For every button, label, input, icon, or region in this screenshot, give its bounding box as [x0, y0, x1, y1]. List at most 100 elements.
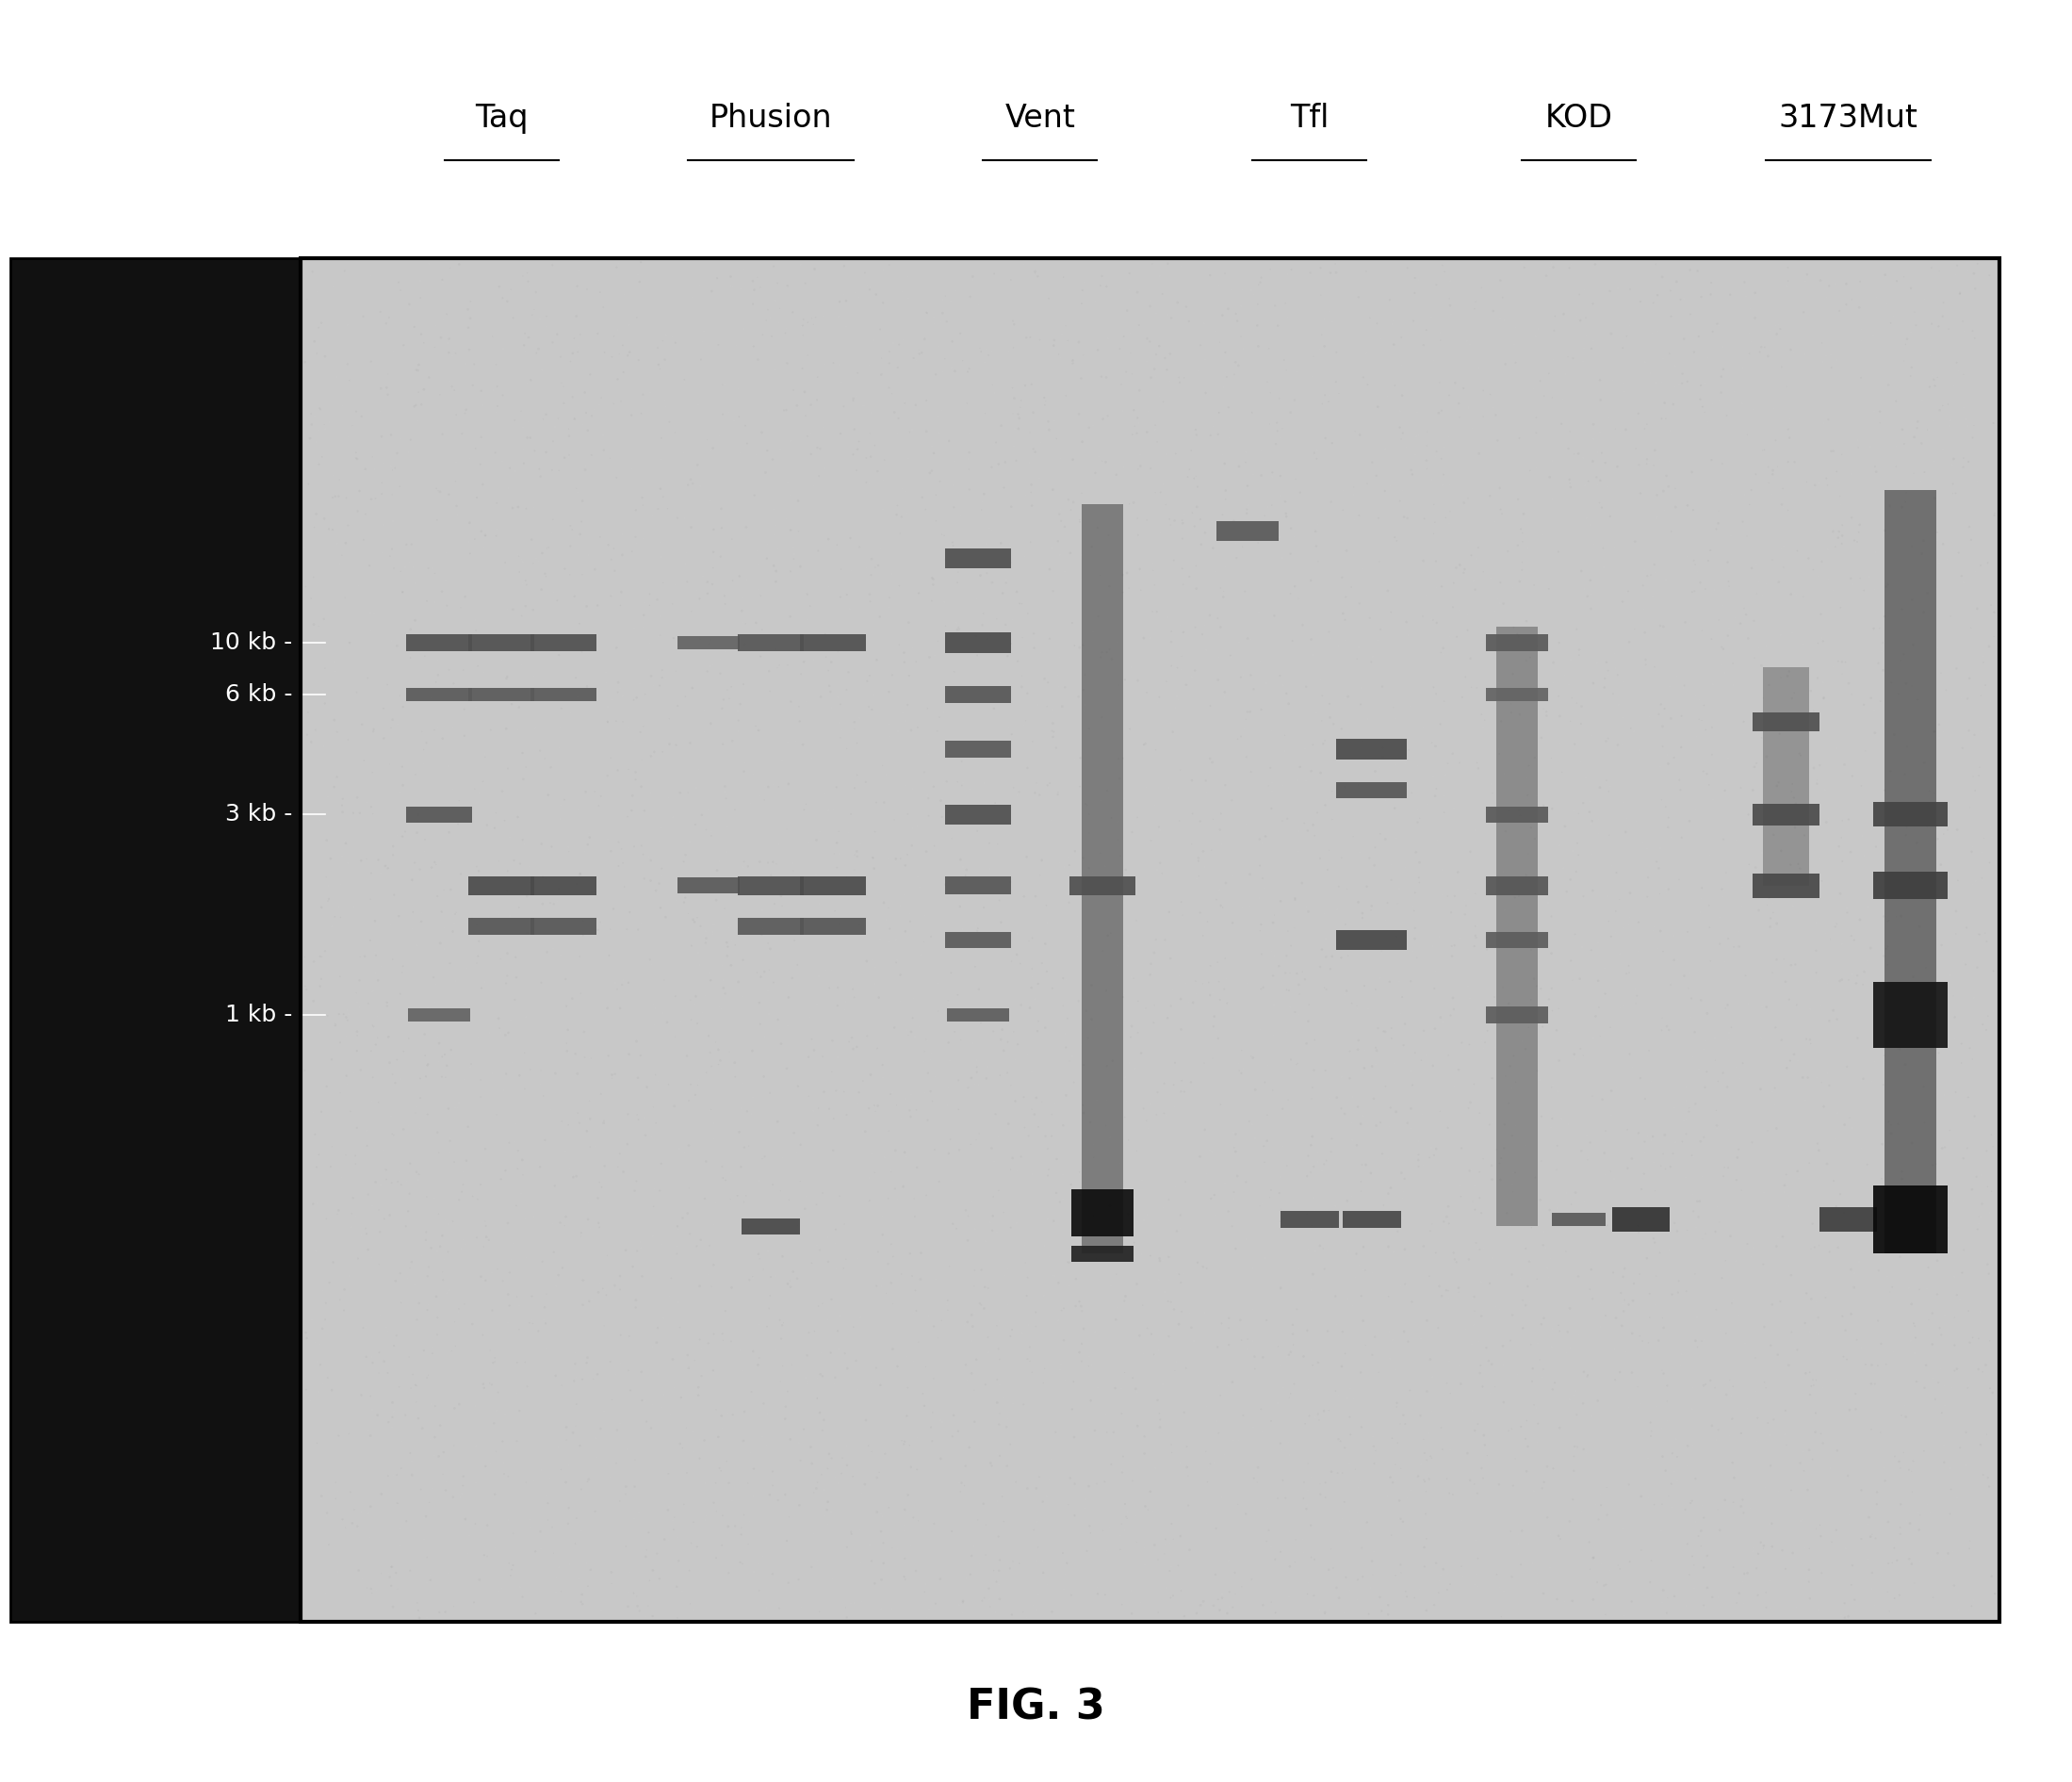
- Point: [837, 1463, 870, 1492]
- Point: [1359, 1112, 1392, 1140]
- Point: [771, 1055, 804, 1083]
- Point: [1140, 1340, 1173, 1369]
- Point: [1828, 380, 1861, 408]
- Point: [990, 565, 1024, 593]
- Point: [1492, 346, 1525, 374]
- Point: [1295, 757, 1328, 786]
- Point: [303, 451, 336, 479]
- Point: [1850, 1149, 1883, 1178]
- Point: [955, 262, 988, 290]
- Point: [518, 513, 551, 542]
- Point: [787, 1194, 821, 1222]
- Point: [1237, 1171, 1270, 1199]
- Point: [1301, 1401, 1334, 1429]
- Point: [564, 474, 597, 503]
- Point: [760, 654, 794, 683]
- Point: [1952, 1534, 1985, 1563]
- Point: [412, 1253, 445, 1281]
- Point: [1090, 868, 1123, 896]
- Point: [1301, 1139, 1334, 1167]
- Point: [1237, 460, 1270, 488]
- Point: [1254, 410, 1287, 438]
- Point: [1442, 388, 1475, 417]
- Point: [603, 994, 636, 1023]
- Point: [1861, 1055, 1894, 1083]
- Point: [1461, 748, 1494, 777]
- Point: [823, 1335, 856, 1363]
- Point: [1728, 1329, 1761, 1358]
- Point: [506, 413, 539, 442]
- Point: [1970, 1420, 2004, 1449]
- Point: [1388, 1577, 1421, 1606]
- Point: [646, 656, 680, 684]
- Point: [1131, 419, 1164, 447]
- Point: [1347, 554, 1380, 583]
- Point: [1365, 937, 1399, 966]
- Point: [887, 638, 920, 666]
- Point: [508, 449, 541, 478]
- Point: [1906, 396, 1939, 424]
- Point: [787, 1415, 821, 1443]
- Point: [1109, 1358, 1142, 1386]
- Point: [1243, 647, 1276, 675]
- Point: [1854, 934, 1888, 962]
- Point: [1073, 1007, 1106, 1035]
- Point: [961, 642, 995, 670]
- Point: [516, 683, 549, 711]
- Point: [1202, 643, 1235, 672]
- Point: [1100, 460, 1133, 488]
- Point: [777, 1258, 810, 1287]
- Point: [1430, 1203, 1463, 1231]
- Point: [644, 620, 678, 649]
- Point: [1173, 563, 1206, 592]
- Point: [1813, 925, 1846, 953]
- Point: [1927, 880, 1960, 909]
- Point: [646, 1000, 680, 1028]
- Point: [1666, 595, 1699, 624]
- Point: [955, 805, 988, 834]
- Point: [1720, 825, 1753, 854]
- Point: [1146, 1529, 1179, 1557]
- Point: [1310, 975, 1343, 1003]
- Point: [379, 1169, 412, 1198]
- Point: [501, 492, 535, 520]
- Bar: [530, 918, 597, 934]
- Point: [1838, 962, 1871, 991]
- Point: [671, 1340, 704, 1369]
- Point: [597, 390, 630, 419]
- Point: [578, 556, 611, 584]
- Point: [850, 768, 883, 797]
- Point: [1647, 495, 1680, 524]
- Point: [423, 1598, 456, 1627]
- Point: [1187, 310, 1220, 339]
- Point: [354, 927, 387, 955]
- Point: [1575, 1402, 1608, 1431]
- Point: [1937, 470, 1970, 499]
- Point: [864, 925, 897, 953]
- Point: [957, 1299, 990, 1328]
- Point: [1237, 1255, 1270, 1283]
- Point: [1467, 1420, 1500, 1449]
- Point: [303, 415, 336, 444]
- Point: [744, 848, 777, 877]
- Point: [1817, 1167, 1850, 1196]
- Point: [483, 1005, 516, 1034]
- Point: [520, 339, 553, 367]
- Point: [1639, 1228, 1672, 1256]
- Point: [696, 570, 729, 599]
- Point: [970, 1511, 1003, 1540]
- Point: [1394, 968, 1428, 996]
- Point: [1198, 558, 1231, 586]
- Point: [1790, 1279, 1823, 1308]
- Point: [897, 1504, 930, 1533]
- Point: [692, 486, 725, 515]
- Point: [1119, 1374, 1152, 1402]
- Point: [1262, 524, 1295, 552]
- Point: [792, 1342, 825, 1370]
- Point: [1939, 896, 1973, 925]
- Point: [1349, 1331, 1382, 1360]
- Point: [1320, 1083, 1353, 1112]
- Point: [429, 1598, 462, 1627]
- Point: [377, 1461, 410, 1490]
- Point: [559, 474, 593, 503]
